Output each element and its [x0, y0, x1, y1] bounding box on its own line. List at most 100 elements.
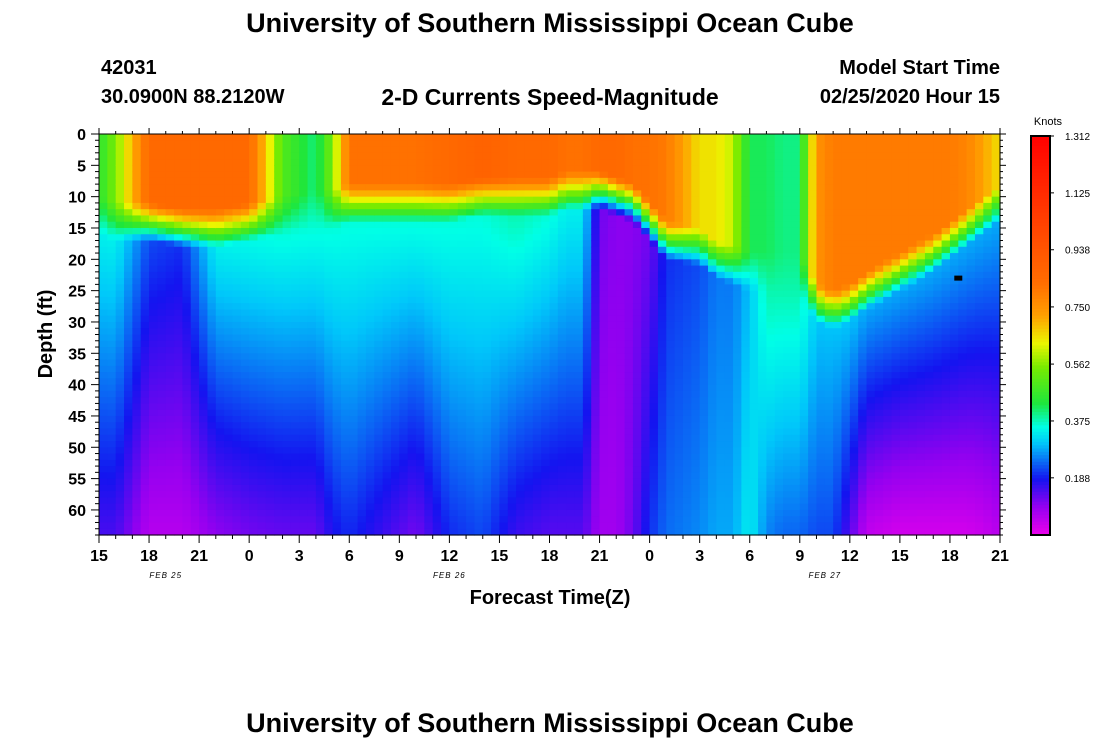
heatmap-cell — [632, 378, 642, 386]
heatmap-cell — [357, 478, 367, 486]
heatmap-cell — [549, 334, 559, 342]
heatmap-cell — [232, 516, 242, 524]
heatmap-cell — [99, 428, 108, 436]
heatmap-cell — [299, 140, 309, 148]
heatmap-cell — [733, 190, 742, 198]
heatmap-cell — [524, 140, 534, 148]
heatmap-cell — [449, 215, 459, 223]
heatmap-cell — [741, 441, 751, 448]
heatmap-cell — [666, 372, 676, 379]
heatmap-cell — [491, 165, 501, 173]
heatmap-cell — [549, 365, 559, 373]
heatmap-cell — [190, 152, 200, 160]
heatmap-cell — [574, 259, 584, 267]
heatmap-cell — [733, 415, 742, 423]
heatmap-cell — [432, 265, 442, 273]
heatmap-cell — [616, 290, 626, 298]
heatmap-cell — [99, 459, 108, 467]
heatmap-cell — [724, 397, 734, 405]
heatmap-cell — [257, 190, 267, 198]
heatmap-cell — [574, 334, 584, 342]
heatmap-cell — [691, 134, 701, 141]
heatmap-cell — [115, 359, 125, 367]
heatmap-cell — [541, 240, 551, 248]
heatmap-cell — [307, 372, 317, 379]
heatmap-cell — [416, 296, 425, 304]
heatmap-cell — [232, 509, 242, 517]
heatmap-cell — [349, 415, 359, 423]
heatmap-cell — [449, 209, 459, 217]
heatmap-cell — [482, 484, 492, 492]
heatmap-cell — [224, 259, 234, 267]
heatmap-cell — [491, 365, 501, 373]
heatmap-cell — [382, 484, 392, 492]
heatmap-cell — [649, 503, 659, 511]
heatmap-cell — [190, 140, 200, 148]
heatmap-cell — [632, 409, 642, 417]
heatmap-cell — [382, 159, 392, 166]
heatmap-cell — [332, 516, 342, 524]
heatmap-cell — [115, 315, 125, 323]
heatmap-cell — [507, 171, 517, 179]
heatmap-cell — [716, 509, 726, 517]
heatmap-cell — [424, 503, 434, 511]
heatmap-cell — [441, 303, 450, 311]
heatmap-cell — [657, 328, 667, 336]
heatmap-cell — [240, 265, 250, 273]
heatmap-cell — [708, 271, 717, 279]
heatmap-cell — [549, 422, 559, 430]
heatmap-cell — [733, 484, 742, 492]
heatmap-cell — [149, 202, 158, 210]
heatmap-cell — [616, 328, 626, 336]
heatmap-cell — [716, 503, 726, 511]
heatmap-cell — [190, 171, 200, 179]
heatmap-cell — [357, 472, 367, 480]
heatmap-cell — [382, 227, 392, 235]
heatmap-cell — [657, 528, 667, 536]
heatmap-cell — [174, 328, 184, 336]
heatmap-cell — [733, 340, 742, 348]
heatmap-cell — [124, 290, 133, 298]
heatmap-cell — [265, 415, 275, 423]
heatmap-cell — [332, 165, 342, 173]
heatmap-cell — [224, 159, 234, 166]
heatmap-cell — [299, 434, 309, 442]
heatmap-cell — [549, 478, 559, 486]
heatmap-cell — [407, 196, 417, 204]
heatmap-cell — [115, 190, 125, 198]
heatmap-cell — [716, 221, 726, 229]
heatmap-cell — [282, 159, 292, 166]
heatmap-cell — [733, 403, 742, 411]
heatmap-cell — [340, 516, 350, 524]
heatmap-cell — [582, 365, 592, 373]
heatmap-cell — [349, 434, 359, 442]
heatmap-cell — [132, 152, 142, 160]
heatmap-cell — [641, 234, 651, 242]
heatmap-cell — [324, 415, 334, 423]
heatmap-cell — [432, 478, 442, 486]
heatmap-cell — [416, 459, 425, 467]
heatmap-cell — [182, 265, 192, 273]
heatmap-cell — [616, 315, 626, 323]
heatmap-cell — [257, 296, 267, 304]
heatmap-cell — [374, 365, 384, 373]
heatmap-cell — [99, 202, 108, 210]
heatmap-cell — [666, 152, 676, 160]
heatmap-cell — [365, 190, 375, 198]
heatmap-cell — [315, 409, 325, 417]
heatmap-cell — [274, 441, 284, 448]
heatmap-cell — [657, 491, 667, 499]
heatmap-cell — [499, 434, 509, 442]
heatmap-cell — [257, 522, 267, 530]
heatmap-cell — [357, 315, 367, 323]
heatmap-cell — [699, 415, 709, 423]
heatmap-cell — [741, 321, 751, 329]
heatmap-cell — [499, 365, 509, 373]
heatmap-cell — [599, 177, 609, 185]
heatmap-cell — [691, 347, 701, 354]
heatmap-cell — [324, 202, 334, 210]
heatmap-cell — [491, 296, 501, 304]
heatmap-cell — [716, 177, 726, 185]
heatmap-cell — [174, 390, 184, 398]
heatmap-cell — [290, 246, 300, 254]
